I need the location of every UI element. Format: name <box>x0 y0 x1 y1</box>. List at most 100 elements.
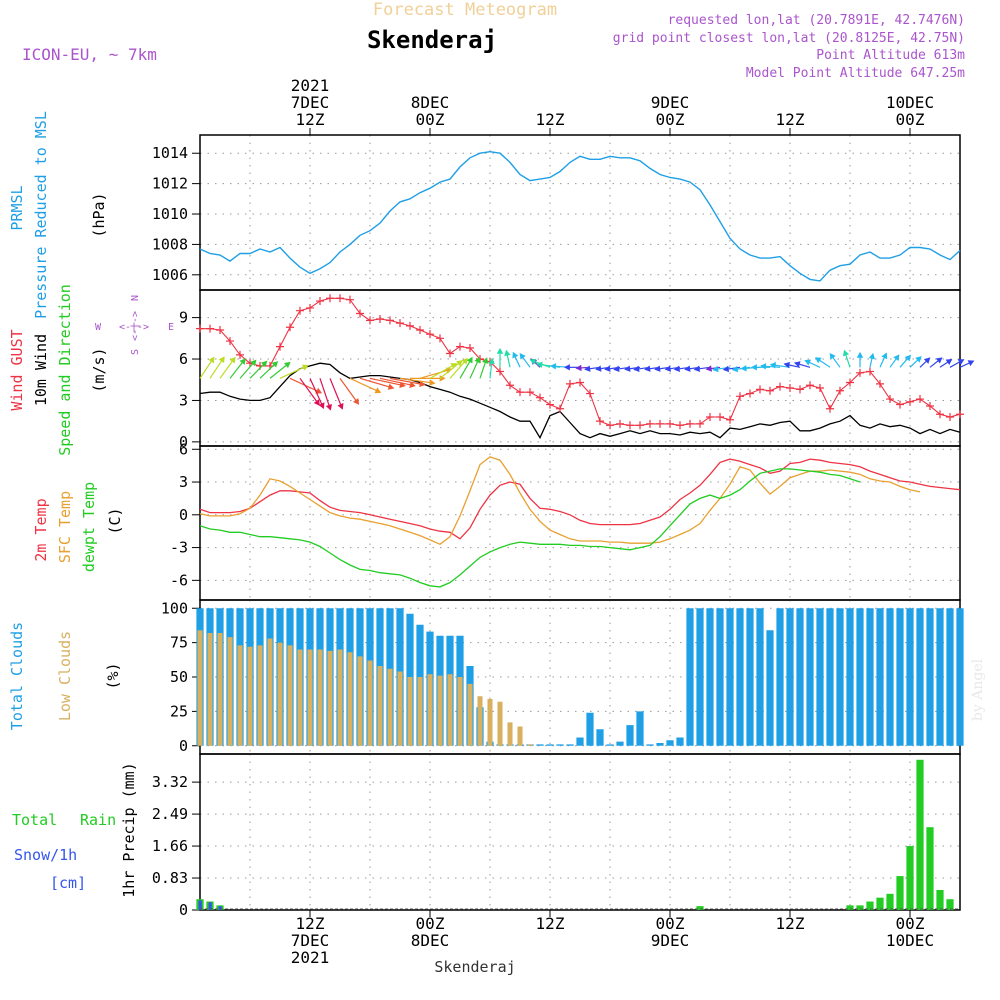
total-cloud-bar <box>556 744 564 746</box>
wind-arrow-head <box>325 403 333 411</box>
gust-marker <box>556 404 564 413</box>
wind-ytick-label: 0 <box>179 433 188 451</box>
total-cloud-bar <box>806 608 814 746</box>
total-cloud-bar <box>956 608 964 746</box>
gust-marker <box>936 410 944 419</box>
top-xtick-label: 12Z <box>776 110 805 129</box>
dewpt-line <box>199 468 861 588</box>
bottom-xtick-label: 00Z <box>896 914 925 933</box>
wind-arrow-head <box>705 365 712 372</box>
total-cloud-bar <box>926 608 934 746</box>
total-cloud-bar <box>566 744 574 746</box>
top-xtick-label: 10DEC <box>886 93 934 112</box>
wind-arrow-head <box>283 361 291 369</box>
total-cloud-bar <box>536 744 544 746</box>
wind-arrow-head <box>229 356 236 364</box>
wind-arrow-head <box>673 365 681 372</box>
wind-arrow-head <box>684 365 691 372</box>
wind-ytick-label: 9 <box>179 309 188 327</box>
compass-s: S <box>130 349 141 355</box>
wind-arrow-head <box>550 363 557 370</box>
gust-marker <box>886 395 894 404</box>
rain-label-rain: Rain <box>80 811 116 829</box>
temp-unit: (C) <box>106 507 124 534</box>
low-cloud-bar <box>447 674 453 746</box>
gust-marker <box>916 395 924 404</box>
clouds-ytick-label: 75 <box>170 634 188 652</box>
bottom-xtick-label: 12Z <box>776 914 805 933</box>
total-cloud-bar <box>676 737 684 746</box>
low-cloud-bar <box>287 645 293 746</box>
precip-ytick-label: 0 <box>179 901 188 919</box>
low-cloud-bar <box>277 642 283 746</box>
total-cloud-bar <box>576 737 584 746</box>
gust-marker <box>496 367 504 376</box>
wind-arrow-head <box>722 365 730 373</box>
snow-unit-label: [cm] <box>50 874 86 892</box>
low-cloud-bar <box>367 660 373 746</box>
gust-marker <box>816 384 824 393</box>
low-cloud-bar <box>467 683 473 746</box>
gust-marker <box>326 294 334 303</box>
gust-marker <box>666 419 674 428</box>
low-cloud-bar <box>327 650 333 746</box>
low-cloud-bar <box>267 638 273 746</box>
wind-arrow-head <box>488 357 495 365</box>
total-cloud-bar <box>726 608 734 746</box>
gust-marker <box>696 419 704 428</box>
total-cloud-bar <box>876 608 884 746</box>
wind-arrow <box>339 378 359 405</box>
wind-arrow <box>389 377 425 386</box>
total-cloud-bar <box>796 608 804 746</box>
wind-arrow-head <box>693 365 701 372</box>
top-xtick-label: 00Z <box>416 110 445 129</box>
wind-arrow-head <box>769 362 777 369</box>
total-clouds-label: Total Clouds <box>8 622 26 730</box>
wind-arrow-head <box>915 356 922 363</box>
gust-marker <box>956 410 964 419</box>
top-xtick-label: 12Z <box>296 110 325 129</box>
wind-arrow-head <box>644 365 651 372</box>
low-cloud-bar <box>217 633 223 746</box>
wind-arrow <box>379 377 415 387</box>
rain-bar <box>926 827 934 910</box>
total-cloud-bar <box>856 608 864 746</box>
wind-arrow-head <box>374 387 382 394</box>
pressure-line <box>199 150 961 282</box>
gust-marker <box>306 303 314 312</box>
wind-arrow-head <box>399 381 406 388</box>
low-cloud-bar <box>377 666 383 746</box>
gust-marker <box>356 309 364 318</box>
gust-marker <box>226 337 234 346</box>
pressure-ytick-label: 1010 <box>152 205 188 223</box>
low-cloud-bar <box>297 649 303 746</box>
total-cloud-bar <box>636 711 644 746</box>
location-title: Skenderaj <box>367 26 497 54</box>
wind-arrow <box>419 368 452 379</box>
low-clouds-label: Low Clouds <box>56 631 74 721</box>
bottom-xtick-label: 2021 <box>291 948 330 967</box>
total-cloud-bar <box>606 744 614 746</box>
low-cloud-bar <box>427 674 433 746</box>
top-xtick-label: 8DEC <box>411 93 450 112</box>
low-cloud-bar <box>237 645 243 746</box>
wind-arrow-head <box>250 359 257 367</box>
gust-marker <box>896 400 904 409</box>
wind-arrow-head <box>935 357 943 364</box>
temp2m-label: 2m Temp <box>32 498 50 561</box>
gust-label: Wind GUST <box>8 329 26 410</box>
total-cloud-bar <box>646 744 654 746</box>
total-cloud-bar <box>906 608 914 746</box>
wind-arrow-head <box>881 352 888 360</box>
gust-marker <box>846 378 854 387</box>
wind-arrow-head <box>536 361 543 369</box>
wind-arrow <box>319 378 332 410</box>
wind-ytick-label: 3 <box>179 391 188 409</box>
wind-arrow-head <box>783 361 791 369</box>
wind10-label: 10m Wind <box>32 334 50 406</box>
wind-arrow <box>329 378 343 410</box>
gust-marker <box>506 381 514 390</box>
gust-marker <box>786 384 794 393</box>
gust-marker <box>776 382 784 391</box>
